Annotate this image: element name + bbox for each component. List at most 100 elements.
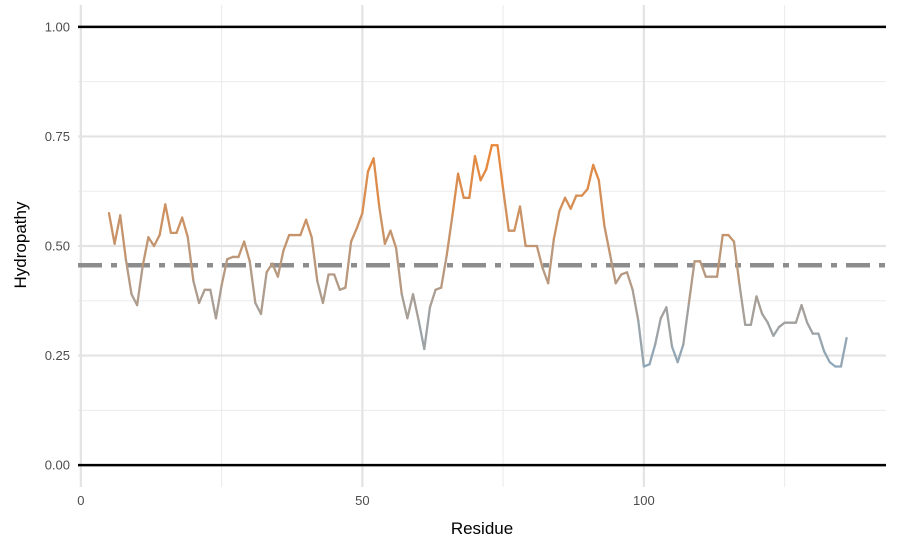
hydropathy-line-segment [152, 233, 161, 248]
hydropathy-line-segment [259, 271, 268, 316]
major-gridlines [78, 5, 886, 487]
x-tick-label: 0 [77, 493, 84, 508]
hydropathy-line-segment [648, 343, 657, 366]
hydropathy-line-segment [276, 249, 285, 278]
hydropathy-line-segment [394, 247, 403, 296]
hydropathy-line-segment [501, 187, 510, 232]
x-tick-label: 100 [633, 493, 655, 508]
y-axis-ticks: 0.00 0.25 0.50 0.75 1.00 [45, 19, 70, 472]
y-tick-label: 0.75 [45, 129, 70, 144]
hydropathy-line-segment [569, 194, 578, 210]
hydropathy-line-segment [473, 155, 482, 182]
hydropathy-line-segment [547, 238, 555, 285]
hydropathy-line-segment [158, 203, 167, 237]
hydropathy-line-segment [164, 203, 173, 235]
hydropathy-line-segment [563, 196, 572, 210]
hydropathy-line-segment [558, 196, 567, 213]
hydropathy-line-segment [316, 279, 325, 305]
hydropathy-line-segment [299, 218, 308, 237]
hydropathy-line-segment [417, 319, 426, 351]
hydropathy-line-segment [637, 319, 646, 368]
hydropathy-line-segment [304, 218, 313, 239]
hydropathy-line-segment [665, 306, 674, 348]
y-tick-label: 0.50 [45, 239, 70, 254]
hydropathy-line-segment [586, 163, 595, 191]
hydropathy-line-segment [580, 187, 589, 197]
x-axis-ticks: 0 50 100 [77, 493, 655, 508]
hydropathy-line-segment [772, 325, 781, 337]
hydropathy-line-segment [406, 293, 415, 320]
hydropathy-series [107, 144, 848, 368]
hydropathy-line-segment [552, 209, 561, 241]
hydropathy-line-segment [113, 214, 122, 245]
hydropathy-line-segment [147, 236, 156, 248]
x-axis-title: Residue [451, 519, 513, 538]
y-tick-label: 1.00 [45, 19, 70, 34]
hydropathy-line-segment [727, 233, 736, 243]
hydropathy-line-segment [186, 236, 195, 283]
hydropathy-line-segment [794, 304, 803, 324]
hydropathy-line-segment [237, 240, 246, 259]
hydropathy-line-segment [777, 321, 786, 329]
hydropathy-line-segment [214, 284, 223, 320]
y-axis-title: Hydropathy [11, 201, 30, 288]
hydropathy-line-segment [828, 360, 837, 368]
hydropathy-line-segment [760, 312, 769, 324]
hydropathy-line-segment [513, 205, 522, 232]
y-tick-label: 0.00 [45, 458, 70, 473]
hydropathy-line-segment [518, 205, 527, 248]
hydropathy-line-segment [119, 214, 128, 261]
hydropathy-line-segment [699, 260, 707, 278]
hydropathy-line-segment [755, 295, 764, 316]
hydropathy-line-segment [800, 304, 809, 324]
hydropathy-line-segment [383, 229, 392, 245]
hydropathy-line-segment [321, 273, 330, 305]
hydropathy-line-segment [400, 293, 409, 320]
hydropathy-line-segment [535, 244, 544, 270]
hydropathy-line-segment [608, 253, 617, 285]
hydropathy-line-segment [451, 172, 460, 217]
hydropathy-line-segment [428, 288, 437, 309]
hydropathy-line-segment [282, 233, 291, 252]
hydropathy-line-segment [682, 301, 691, 346]
hydropathy-line-segment [361, 170, 370, 215]
hydropathy-line-segment [411, 293, 420, 322]
hydropathy-line-segment [625, 271, 634, 291]
hydropathy-line-segment [271, 262, 280, 278]
hydropathy-line-segment [333, 273, 341, 291]
hydropathy-line-segment [485, 144, 494, 171]
hydropathy-line-segment [135, 264, 144, 307]
hydropathy-line-segment [265, 262, 274, 274]
hydropathy-line-segment [603, 225, 612, 256]
hydropathy-line-segment [440, 253, 448, 289]
hydropathy-line-segment [456, 172, 465, 199]
hydropathy-line-segment [541, 266, 550, 285]
hydropathy-line-segment [614, 273, 623, 285]
hydropathy-line-segment [349, 227, 358, 243]
reference-lines [78, 25, 886, 467]
hydropathy-line-segment [839, 336, 848, 368]
hydropathy-line-segment [817, 332, 826, 353]
hydropathy-line-segment [197, 288, 206, 305]
hydropathy-line-segment [676, 343, 685, 364]
hydropathy-line-segment [107, 211, 116, 245]
hydropathy-line-segment [445, 214, 454, 256]
hydropathy-line-segment [124, 257, 133, 296]
hydropathy-line-segment [468, 155, 477, 199]
hydropathy-line-segment [749, 295, 758, 327]
hydropathy-line-segment [822, 350, 831, 364]
hydropathy-line-segment [732, 240, 741, 287]
x-tick-label: 50 [355, 493, 369, 508]
hydropathy-line-segment [715, 233, 724, 278]
hydropathy-line-segment [597, 179, 606, 228]
hydropathy-line-segment [378, 205, 387, 245]
hydropathy-line-segment [344, 240, 353, 289]
hydropathy-line-segment [423, 306, 432, 351]
hydropathy-line-segment [592, 163, 600, 182]
hydropathy-line-segment [248, 260, 257, 305]
hydropathy-line-segment [766, 321, 775, 337]
hydropathy-line-segment [209, 288, 218, 320]
hydropathy-line-segment [372, 157, 381, 208]
hydropathy-line-segment [496, 144, 505, 191]
hydropathy-line-segment [355, 211, 364, 230]
